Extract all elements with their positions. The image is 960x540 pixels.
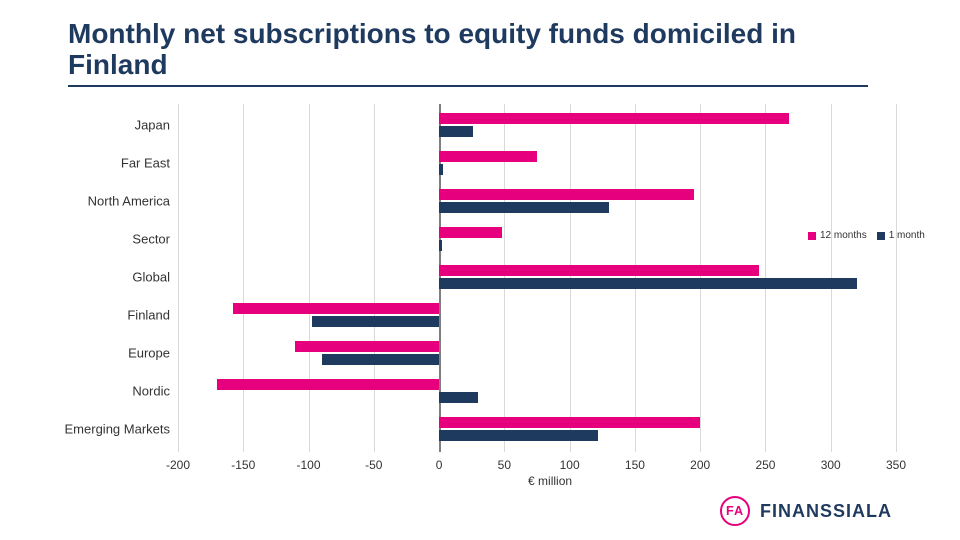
grid-line xyxy=(896,104,897,452)
x-axis-label: € million xyxy=(528,474,572,488)
chart-row: Europe xyxy=(178,334,896,372)
x-tick: 50 xyxy=(498,458,511,472)
x-tick: -200 xyxy=(166,458,190,472)
legend-label: 12 months xyxy=(820,230,867,241)
category-label: Emerging Markets xyxy=(65,422,178,437)
x-tick: 0 xyxy=(436,458,443,472)
legend-swatch xyxy=(877,232,885,240)
brand-logo-text: FINANSSIALA xyxy=(760,501,892,522)
chart-row: Sector xyxy=(178,220,896,258)
x-tick: 300 xyxy=(821,458,841,472)
brand-logo-monogram: FA xyxy=(720,496,750,526)
chart-row: North America xyxy=(178,182,896,220)
bar-12-months xyxy=(439,265,759,276)
bar-12-months xyxy=(439,227,502,238)
x-tick: -150 xyxy=(231,458,255,472)
x-tick: 150 xyxy=(625,458,645,472)
chart-legend: 12 months 1 month xyxy=(808,230,925,241)
chart-row: Emerging Markets xyxy=(178,410,896,448)
x-tick: 250 xyxy=(755,458,775,472)
category-label: Europe xyxy=(128,346,178,361)
subscriptions-chart: JapanFar EastNorth AmericaSectorGlobalFi… xyxy=(178,104,896,452)
chart-row: Far East xyxy=(178,144,896,182)
bar-1-month xyxy=(439,240,442,251)
legend-label: 1 month xyxy=(889,230,925,241)
bar-1-month xyxy=(439,202,609,213)
category-label: Nordic xyxy=(132,384,178,399)
bar-12-months xyxy=(439,113,789,124)
category-label: Far East xyxy=(121,156,178,171)
legend-swatch xyxy=(808,232,816,240)
bar-12-months xyxy=(439,417,700,428)
chart-row: Finland xyxy=(178,296,896,334)
bar-1-month xyxy=(439,430,598,441)
bar-1-month xyxy=(439,164,443,175)
x-tick: 200 xyxy=(690,458,710,472)
bar-12-months xyxy=(439,151,537,162)
bar-1-month xyxy=(439,278,857,289)
category-label: Japan xyxy=(135,118,178,133)
x-tick: 100 xyxy=(560,458,580,472)
category-label: North America xyxy=(88,194,178,209)
bar-12-months xyxy=(233,303,439,314)
x-tick: 350 xyxy=(886,458,906,472)
legend-item: 12 months xyxy=(808,230,867,241)
x-tick: -50 xyxy=(365,458,382,472)
bar-1-month xyxy=(322,354,439,365)
chart-row: Japan xyxy=(178,106,896,144)
legend-item: 1 month xyxy=(877,230,925,241)
slide: Monthly net subscriptions to equity fund… xyxy=(0,0,960,540)
page-title: Monthly net subscriptions to equity fund… xyxy=(68,18,868,87)
bar-12-months xyxy=(295,341,439,352)
chart-row: Nordic xyxy=(178,372,896,410)
bar-12-months xyxy=(439,189,694,200)
bar-1-month xyxy=(312,316,439,327)
category-label: Finland xyxy=(127,308,178,323)
brand-logo: FA FINANSSIALA xyxy=(720,496,892,526)
bar-12-months xyxy=(217,379,439,390)
bar-1-month xyxy=(439,126,473,137)
category-label: Global xyxy=(132,270,178,285)
bar-1-month xyxy=(439,392,478,403)
x-tick: -100 xyxy=(297,458,321,472)
category-label: Sector xyxy=(132,232,178,247)
chart-row: Global xyxy=(178,258,896,296)
